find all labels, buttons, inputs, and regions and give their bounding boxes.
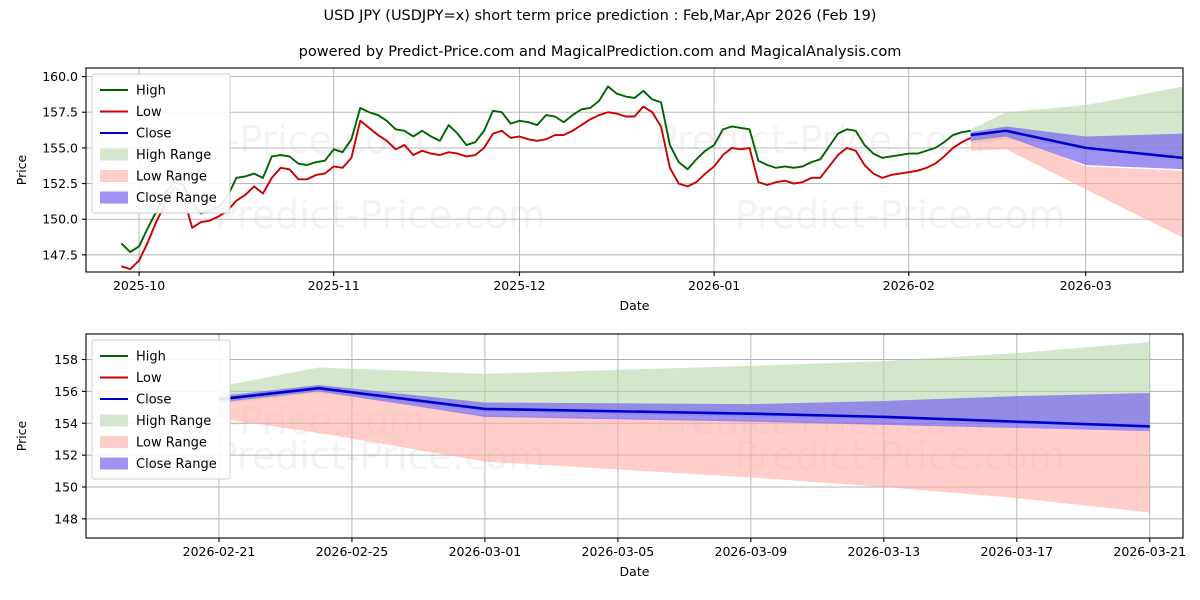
x-tick-label: 2026-02-25 (316, 544, 389, 559)
x-tick-label: 2025-11 (308, 278, 360, 293)
y-tick-label: 148 (54, 511, 78, 526)
legend-item-label: High (136, 350, 166, 365)
x-tick-label: 2026-01 (688, 278, 740, 293)
legend-item-label: Low (136, 105, 162, 120)
series-line-high (120, 85, 971, 253)
y-axis-label: Price (14, 420, 29, 451)
x-tick-label: 2026-02-21 (183, 544, 256, 559)
legend-item-label: High Range (136, 148, 211, 163)
legend-item-label: Close (136, 127, 171, 142)
series-line-close (218, 386, 1150, 428)
plot-area (218, 341, 1150, 513)
x-axis-label: Date (620, 298, 650, 313)
axes: 148 150 152 154 156 158 2026-02-21 2026-02-25 20… (14, 352, 1186, 579)
legend-item-label: High Range (136, 414, 211, 429)
legend-patch-swatch (100, 191, 128, 204)
band-close-range (970, 126, 1183, 170)
page-title: USD JPY (USDJPY=x) short term price pred… (323, 8, 877, 24)
panel-frame (85, 67, 1184, 273)
y-tick-label: 157.5 (42, 105, 78, 120)
y-axis-label: Price (14, 154, 29, 185)
band-close-range (218, 385, 1150, 432)
legend-item-label: Low Range (136, 436, 207, 451)
x-tick-label: 2026-03-09 (715, 544, 788, 559)
series-line-close (970, 129, 1183, 160)
band-low-range (218, 391, 1150, 513)
x-tick-label: 2025-10 (113, 278, 165, 293)
legend-patch-swatch (100, 457, 128, 470)
y-tick-label: 156 (54, 384, 78, 399)
y-tick-label: 155.0 (42, 140, 78, 155)
y-tick-label: 150.0 (42, 212, 78, 227)
legend-item-label: Close (136, 393, 171, 408)
x-tick-label: 2026-03-01 (449, 544, 522, 559)
legend-patch-swatch (100, 436, 128, 448)
legend: High Low Close High Range Low Range Close Ran… (91, 339, 231, 480)
watermark-group: Predict-Price.com Predict-Price.com Predic… (95, 118, 1066, 237)
legend-item-label: High (136, 84, 166, 99)
legend-patch-swatch (100, 148, 128, 161)
gridlines (86, 68, 1183, 272)
y-tick-label: 147.5 (42, 247, 78, 262)
y-tick-label: 152 (54, 448, 78, 463)
x-tick-label: 2025-12 (493, 278, 545, 293)
legend-patch-swatch (100, 414, 128, 427)
series-line-low (121, 105, 972, 271)
watermark-text: Predict-Price.com (735, 193, 1066, 237)
y-tick-label: 150 (54, 480, 78, 495)
legend-patch-swatch (100, 170, 128, 182)
watermark-text: Predict-Price.com (655, 118, 986, 162)
legend-item-label: Low (136, 371, 162, 386)
legend: High Low Close High Range Low Range Close Ran… (91, 73, 231, 214)
y-tick-label: 158 (54, 352, 78, 367)
x-tick-label: 2026-03-05 (582, 544, 655, 559)
x-tick-label: 2026-03-13 (847, 544, 920, 559)
panel-frame (85, 333, 1184, 539)
band-low-range (970, 133, 1183, 238)
top-chart: Predict-Price.com Predict-Price.com Predic… (14, 67, 1184, 313)
legend-item-label: Close Range (136, 457, 217, 472)
x-tick-label: 2026-03-17 (980, 544, 1053, 559)
y-tick-label: 154 (54, 416, 78, 431)
page-subtitle: powered by Predict-Price.com and Magical… (298, 44, 902, 60)
y-tick-label: 160.0 (42, 69, 78, 84)
y-tick-label: 152.5 (42, 176, 78, 191)
legend-item-label: Close Range (136, 191, 217, 206)
x-tick-label: 2026-03 (1060, 278, 1112, 293)
bottom-chart: Predict-Price.comPredict-Price.comPredic… (14, 333, 1186, 579)
x-axis-label: Date (620, 564, 650, 579)
watermark-text: Predict-Price.com (215, 193, 546, 237)
legend-item-label: Low Range (136, 170, 207, 185)
x-tick-label: 2026-02 (883, 278, 935, 293)
x-tick-label: 2026-03-21 (1113, 544, 1186, 559)
plot-area (120, 85, 1183, 271)
axes: 147.5 150.0 152.5 155.0 157.5 160.0 2025-10 202… (14, 69, 1112, 313)
